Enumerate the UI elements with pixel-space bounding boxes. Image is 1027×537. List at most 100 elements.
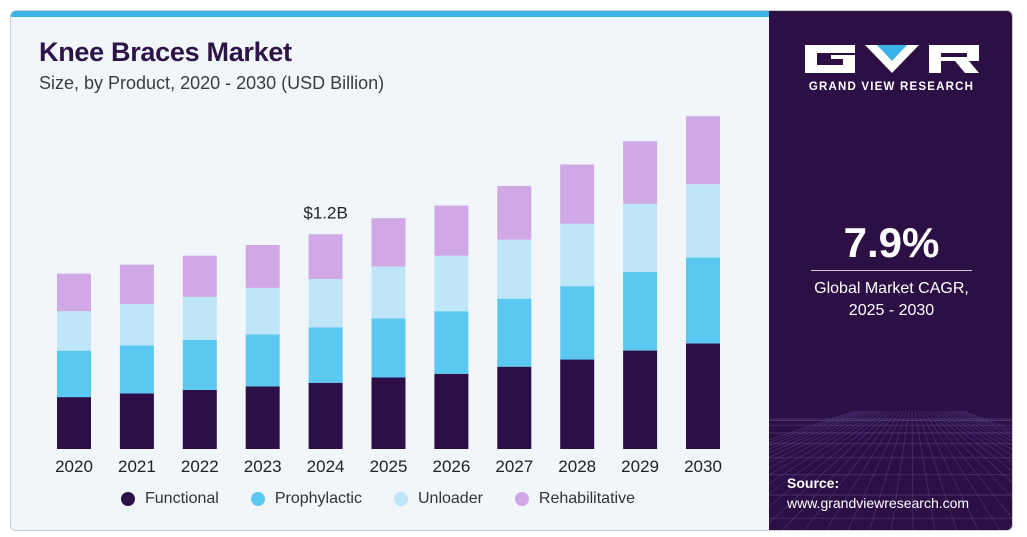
grid-deco-line (769, 411, 865, 450)
legend-item-functional: Functional (121, 490, 219, 508)
grid-deco-line (769, 411, 877, 469)
bar-unloader-2021 (119, 304, 154, 346)
cagr-divider (811, 270, 972, 271)
cagr-value: 7.9% (843, 219, 940, 266)
source-url[interactable]: www.grandviewresearch.com (787, 495, 970, 511)
x-tick-label-2026: 2026 (432, 457, 470, 476)
bar-rehabilitative-2024 (308, 234, 343, 279)
grid-deco-line (869, 411, 907, 530)
grid-deco-line (914, 411, 935, 530)
bar-unloader-2028 (560, 223, 595, 287)
grid-deco-line (950, 411, 1012, 442)
bar-unloader-2022 (182, 296, 217, 340)
bar-unloader-2020 (57, 311, 91, 351)
bar-prophylactic-2027 (497, 298, 532, 367)
grid-deco-line (917, 411, 957, 530)
cagr-label-line1: Global Market CAGR, (814, 280, 969, 297)
x-tick-label-2022: 2022 (181, 457, 219, 476)
grid-deco-line (769, 411, 886, 494)
grid-deco-line (769, 411, 862, 446)
x-tick-label-2030: 2030 (684, 457, 722, 476)
annotation-label: $1.2B (303, 203, 347, 222)
bar-prophylactic-2029 (623, 271, 658, 351)
bar-rehabilitative-2028 (560, 164, 595, 224)
x-tick-label-2027: 2027 (495, 457, 533, 476)
grid-deco-line (944, 411, 1012, 450)
chart-subtitle: Size, by Product, 2020 - 2030 (USD Billi… (39, 73, 385, 93)
x-tick-label-2029: 2029 (621, 457, 659, 476)
grid-deco-line (769, 411, 856, 441)
grid-deco-line (938, 411, 1012, 463)
x-tick-label-2024: 2024 (307, 457, 345, 476)
cagr-label-line2: 2025 - 2030 (848, 302, 935, 319)
bar-rehabilitative-2026 (434, 205, 469, 256)
grid-deco-line (769, 411, 874, 463)
bar-functional-2025 (371, 377, 406, 449)
grid-deco-line (890, 411, 910, 530)
bar-unloader-2025 (371, 266, 406, 319)
source-label: Source: (787, 475, 840, 491)
bar-functional-2023 (245, 386, 280, 449)
legend-item-rehabilitative: Rehabilitative (514, 490, 635, 508)
bar-prophylactic-2023 (245, 334, 280, 387)
x-tick-label-2021: 2021 (118, 457, 156, 476)
bar-functional-2029 (623, 350, 658, 449)
grid-deco-line (959, 411, 1012, 432)
legend-swatch-rehabilitative (514, 492, 529, 506)
grid-deco-line (825, 411, 901, 530)
grid-deco-line (769, 411, 880, 476)
grid-deco-line (769, 411, 859, 443)
legend-swatch-prophylactic (250, 492, 265, 506)
legend-label-rehabilitative: Rehabilitative (538, 490, 635, 507)
bar-functional-2021 (119, 393, 154, 449)
grid-deco-line (923, 411, 1001, 530)
x-tick-label-2028: 2028 (558, 457, 596, 476)
grid-deco-line (935, 411, 1012, 472)
grid-deco-line (769, 411, 892, 524)
bar-prophylactic-2022 (182, 339, 217, 390)
grid-deco-line (929, 411, 1012, 498)
bar-rehabilitative-2029 (623, 141, 658, 204)
bar-unloader-2029 (623, 203, 658, 272)
bar-prophylactic-2024 (308, 327, 343, 383)
grid-deco-line (847, 411, 904, 530)
grid-deco-line (769, 411, 889, 507)
grid-deco-line (926, 411, 1012, 519)
legend-swatch-unloader (393, 492, 408, 506)
bar-rehabilitative-2027 (497, 185, 532, 240)
bar-prophylactic-2021 (119, 345, 154, 394)
bar-rehabilitative-2021 (119, 264, 154, 305)
grid-deco-line (804, 411, 898, 530)
bar-prophylactic-2025 (371, 318, 406, 378)
grid-deco-line (920, 411, 979, 530)
x-tick-label-2020: 2020 (55, 457, 93, 476)
grid-deco-line (953, 411, 1012, 438)
bar-unloader-2023 (245, 287, 280, 335)
bar-functional-2026 (434, 373, 469, 449)
legend-label-prophylactic: Prophylactic (274, 490, 362, 507)
bar-functional-2028 (560, 359, 595, 449)
chart-card: Knee Braces Market Size, by Product, 202… (10, 10, 1013, 531)
bar-rehabilitative-2025 (371, 218, 406, 267)
legend: Functional Prophylactic Unloader Rehabilita… (121, 490, 667, 508)
x-tick-label-2025: 2025 (370, 457, 408, 476)
legend-label-functional: Functional (145, 490, 219, 507)
bar-functional-2027 (497, 366, 532, 449)
grid-deco-line (956, 411, 1012, 435)
legend-label-unloader: Unloader (417, 490, 483, 507)
decorative-grid (769, 411, 1012, 530)
bar-functional-2020 (57, 397, 91, 449)
legend-item-unloader: Unloader (393, 490, 483, 508)
cagr-label: Global Market CAGR, 2025 - 2030 (769, 278, 1012, 322)
bar-unloader-2027 (497, 239, 532, 299)
grid-deco-line (947, 411, 1012, 446)
grid-deco-line (782, 411, 895, 530)
bar-unloader-2030 (686, 184, 720, 258)
bar-functional-2022 (182, 389, 217, 449)
bar-functional-2024 (308, 382, 343, 449)
legend-item-prophylactic: Prophylactic (250, 490, 362, 508)
brand-logo (805, 45, 979, 73)
x-tick-label-2023: 2023 (244, 457, 282, 476)
bar-unloader-2024 (308, 279, 343, 328)
bar-prophylactic-2020 (57, 350, 91, 398)
